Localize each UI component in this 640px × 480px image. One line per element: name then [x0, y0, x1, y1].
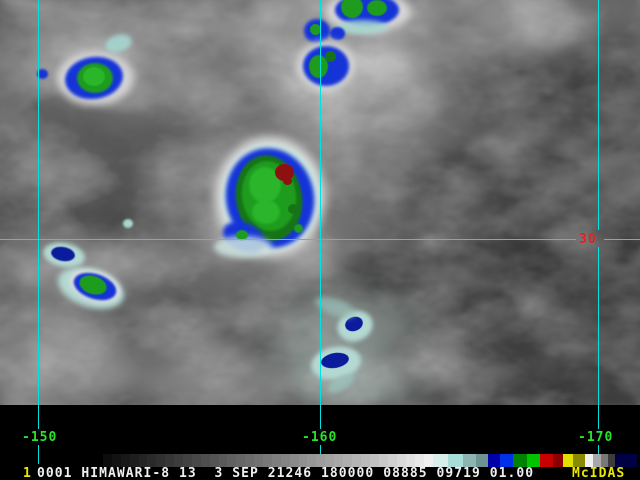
colorbar-segment	[592, 454, 601, 467]
status-bar: 1 0001 HIMAWARI-8 13 3 SEP 21246 180000 …	[0, 466, 640, 480]
colorbar-segment	[475, 454, 488, 467]
storm-cell	[123, 219, 133, 228]
storm-cell	[214, 236, 272, 258]
colorbar-segment	[218, 454, 228, 467]
colorbar-segment	[147, 454, 157, 467]
colorbar-segment	[552, 454, 563, 467]
colorbar-segment	[600, 454, 608, 467]
storm-cell	[288, 204, 298, 214]
storm-cell	[37, 69, 48, 79]
colorbar-segment	[351, 454, 361, 467]
storm-cell	[336, 20, 388, 34]
colorbar-segment	[572, 454, 585, 467]
colorbar-segment	[183, 454, 192, 467]
colorbar-segment	[512, 454, 527, 467]
colorbar-segment	[414, 454, 424, 467]
colorbar-segment	[316, 454, 326, 467]
colorbar-segment	[156, 454, 166, 467]
storm-cell	[309, 55, 328, 78]
colorbar-segment	[289, 454, 299, 467]
colorbar-segment	[111, 454, 121, 467]
frame-number: 1	[23, 466, 32, 480]
colorbar-segment	[334, 454, 344, 467]
storm-cell	[275, 164, 294, 181]
longitude-label: -150	[22, 430, 58, 445]
colorbar-segment	[432, 454, 448, 467]
colorbar-segment	[236, 454, 246, 467]
storm-cell	[367, 0, 387, 16]
storm-cell	[283, 177, 292, 185]
mcidas-brand: McIDAS	[572, 466, 626, 480]
colorbar-segment	[280, 454, 290, 467]
colorbar-segment	[254, 454, 264, 467]
storm-cell	[330, 27, 345, 40]
colorbar-segment	[462, 454, 476, 467]
colorbar-segment	[200, 454, 210, 467]
colorbar-segment	[298, 454, 308, 467]
storm-cell	[252, 200, 280, 224]
colorbar-segment	[209, 454, 219, 467]
colorbar-segment	[405, 454, 415, 467]
colorbar-segment	[636, 454, 640, 467]
storm-cell	[83, 67, 105, 86]
storm-cell	[310, 24, 321, 35]
colorbar-segment	[447, 454, 463, 467]
colorbar-segment	[378, 454, 388, 467]
colorbar-segment	[307, 454, 317, 467]
colorbar-segment	[562, 454, 573, 467]
enhancement-colorbar	[103, 454, 640, 467]
colorbar-segment	[165, 454, 175, 467]
colorbar-segment	[423, 454, 433, 467]
colorbar-segment	[360, 454, 370, 467]
colorbar-segment	[325, 454, 335, 467]
colorbar-segment	[174, 454, 184, 467]
colorbar-segment	[487, 454, 500, 467]
longitude-label: -170	[578, 430, 614, 445]
storm-cell	[325, 51, 336, 62]
colorbar-segment	[614, 454, 637, 467]
image-info-text: 0001 HIMAWARI-8 13 3 SEP 21246 180000 08…	[37, 466, 535, 480]
colorbar-segment	[526, 454, 540, 467]
colorbar-segment	[369, 454, 379, 467]
longitude-label: -160	[302, 430, 338, 445]
colorbar-segment	[584, 454, 593, 467]
colorbar-segment	[245, 454, 255, 467]
colorbar-segment	[271, 454, 281, 467]
colorbar-segment	[396, 454, 406, 467]
colorbar-segment	[607, 454, 615, 467]
satellite-image[interactable]	[0, 0, 640, 405]
colorbar-segment	[138, 454, 148, 467]
colorbar-segment	[103, 454, 112, 467]
colorbar-segment	[263, 454, 272, 467]
colorbar-segment	[191, 454, 201, 467]
colorbar-segment	[227, 454, 237, 467]
meridian-line	[38, 445, 39, 464]
storm-cell	[236, 230, 248, 240]
colorbar-segment	[129, 454, 139, 467]
storm-cell-layer	[37, 0, 411, 397]
colorbar-segment	[387, 454, 397, 467]
colorbar-segment	[343, 454, 352, 467]
storm-cell	[294, 224, 303, 233]
colorbar-segment	[539, 454, 553, 467]
colorbar-segment	[499, 454, 513, 467]
colorbar-segment	[120, 454, 130, 467]
storm-cell	[341, 0, 363, 18]
